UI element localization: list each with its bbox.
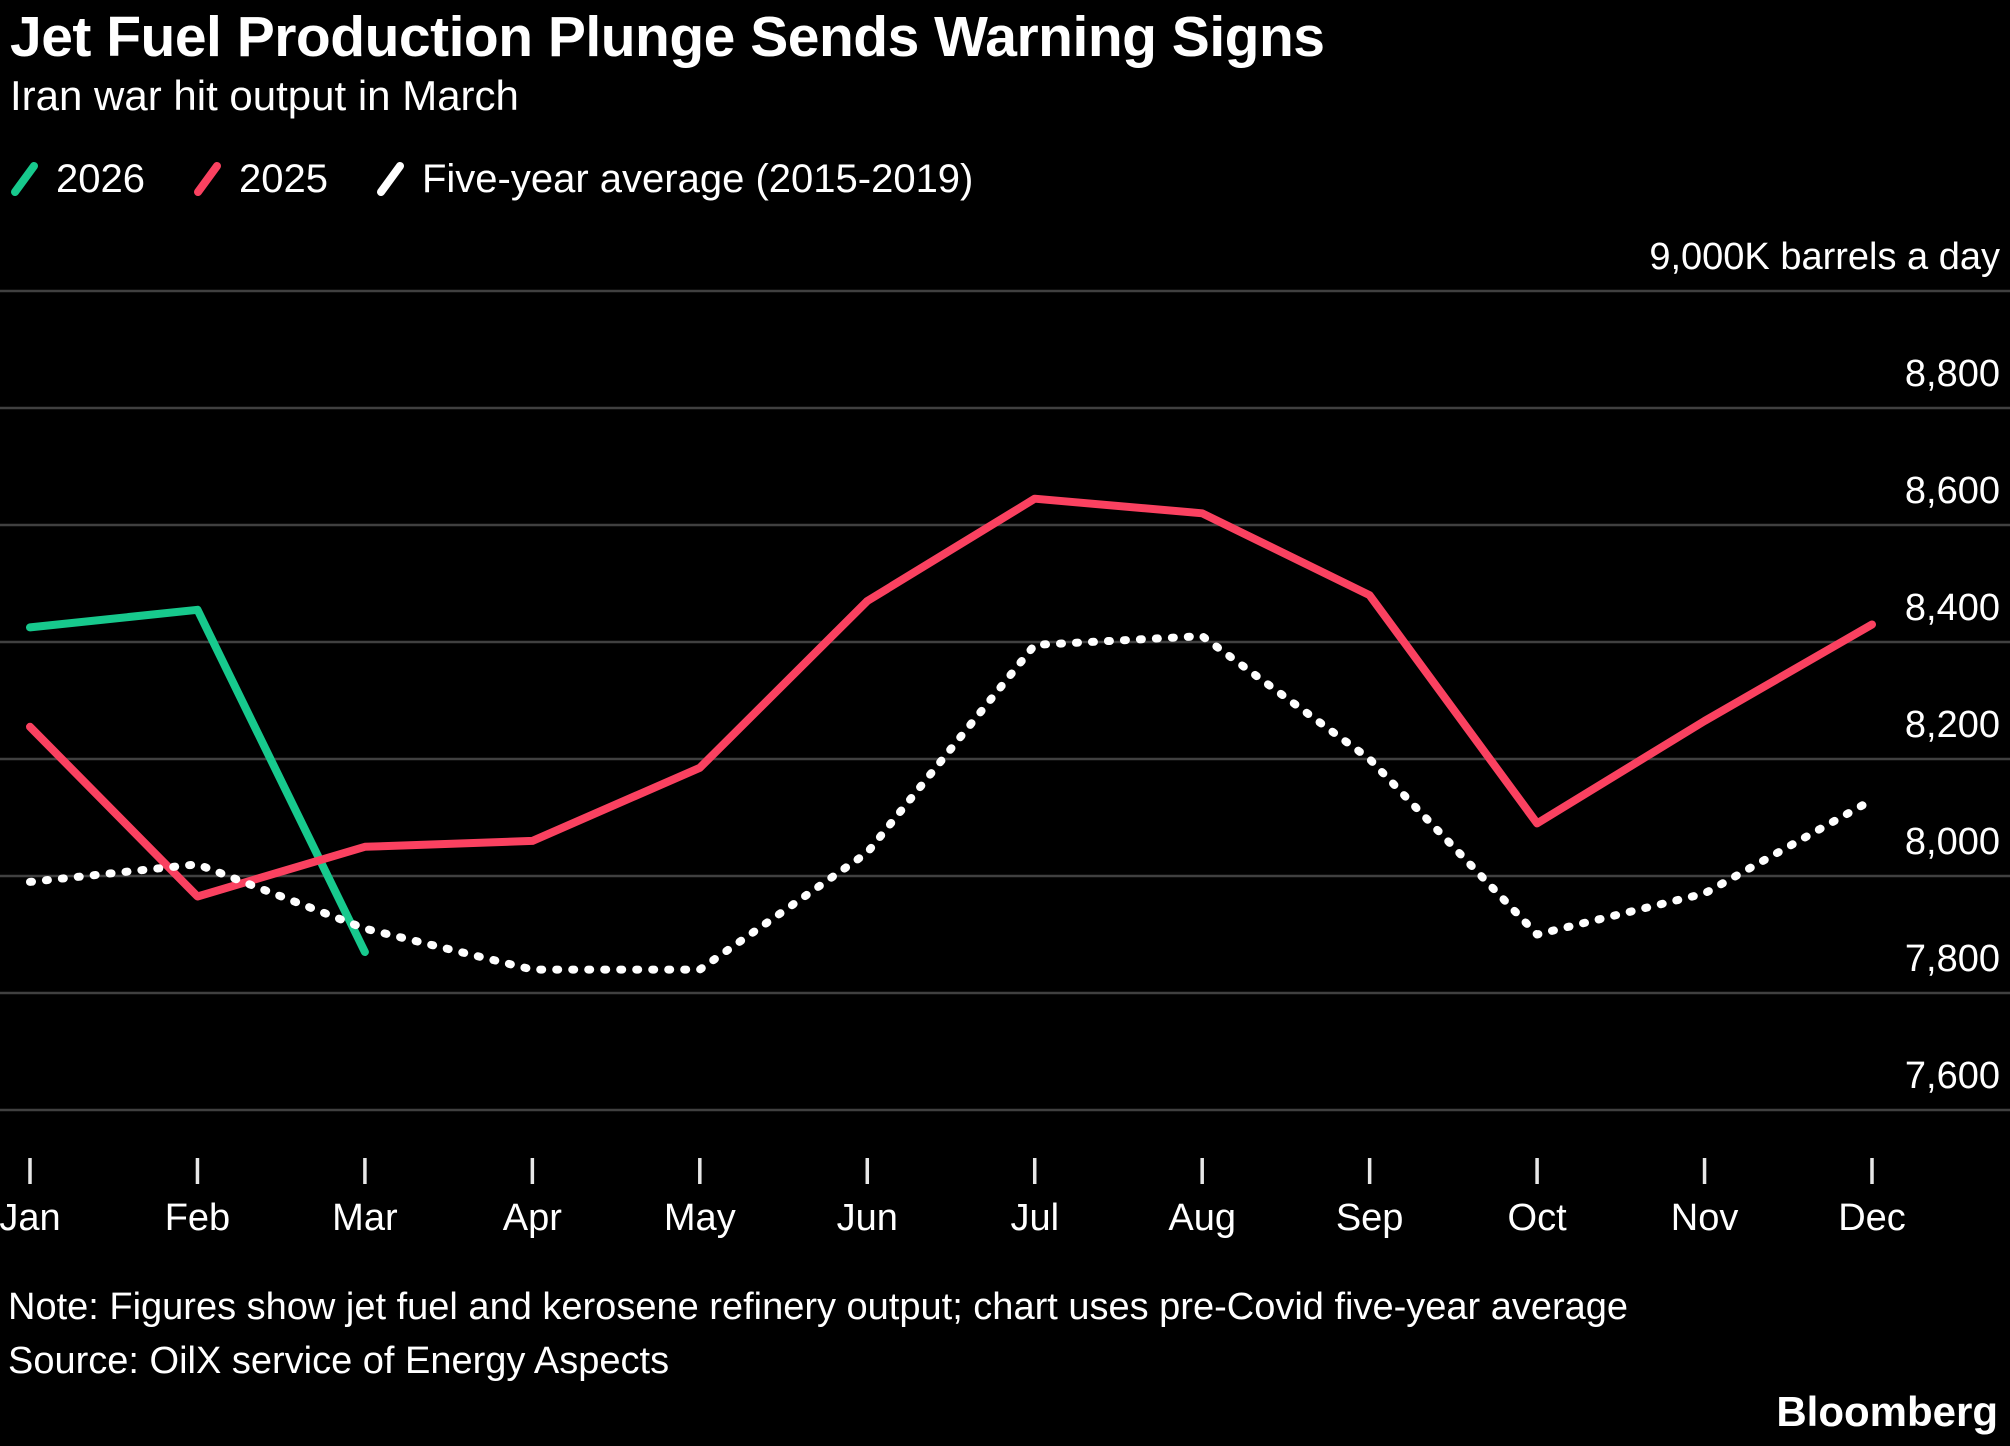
x-axis-label: Feb — [165, 1197, 230, 1239]
legend-label: 2025 — [238, 156, 328, 201]
x-axis-label: Jan — [0, 1197, 61, 1239]
x-axis-label: Dec — [1838, 1197, 1906, 1239]
chart-note: Note: Figures show jet fuel and kerosene… — [8, 1286, 1629, 1328]
legend-swatch-icon — [11, 162, 38, 196]
x-axis-label: Sep — [1336, 1197, 1404, 1239]
y-axis-label: 7,800 — [1905, 938, 2000, 980]
x-axis-label: Apr — [503, 1197, 562, 1239]
legend-label: Five-year average (2015-2019) — [421, 156, 974, 201]
y-axis-label: 8,200 — [1905, 704, 2000, 746]
legend-swatch-icon — [376, 162, 404, 196]
legend-item: Five-year average (2015-2019) — [374, 156, 973, 202]
x-axis-label: Nov — [1671, 1197, 1739, 1239]
page-subtitle: Iran war hit output in March — [10, 72, 519, 119]
x-axis-label: May — [664, 1197, 736, 1239]
y-axis-label: 8,800 — [1905, 353, 2000, 395]
x-axis-label: Mar — [332, 1197, 398, 1239]
y-axis-unit-label: 9,000K barrels a day — [1649, 236, 2000, 278]
x-axis-label: Jul — [1010, 1197, 1059, 1239]
legend-item: 2026 — [8, 156, 145, 202]
chart-source: Source: OilX service of Energy Aspects — [8, 1340, 670, 1382]
series-line-2026 — [26, 605, 369, 956]
series-line-2025 — [26, 494, 1876, 901]
legend-swatch-icon — [193, 162, 221, 196]
y-axis-label: 7,600 — [1905, 1055, 2000, 1097]
legend-item: 2025 — [191, 156, 328, 202]
y-axis-label: 8,000 — [1905, 821, 2000, 863]
x-axis-label: Jun — [837, 1197, 898, 1239]
page-title: Jet Fuel Production Plunge Sends Warning… — [10, 5, 1325, 69]
y-axis-label: 8,600 — [1905, 470, 2000, 512]
bloomberg-logo: Bloomberg — [1776, 1388, 1998, 1435]
series-line-five-year-average-2015-2019 — [26, 632, 1876, 974]
x-axis-label: Oct — [1508, 1197, 1568, 1239]
chart-legend: 2026 2025 Five-year average (2015-2019) — [8, 156, 973, 202]
y-axis-label: 8,400 — [1905, 587, 2000, 629]
legend-label: 2026 — [56, 156, 145, 201]
x-axis-label: Aug — [1168, 1197, 1236, 1239]
